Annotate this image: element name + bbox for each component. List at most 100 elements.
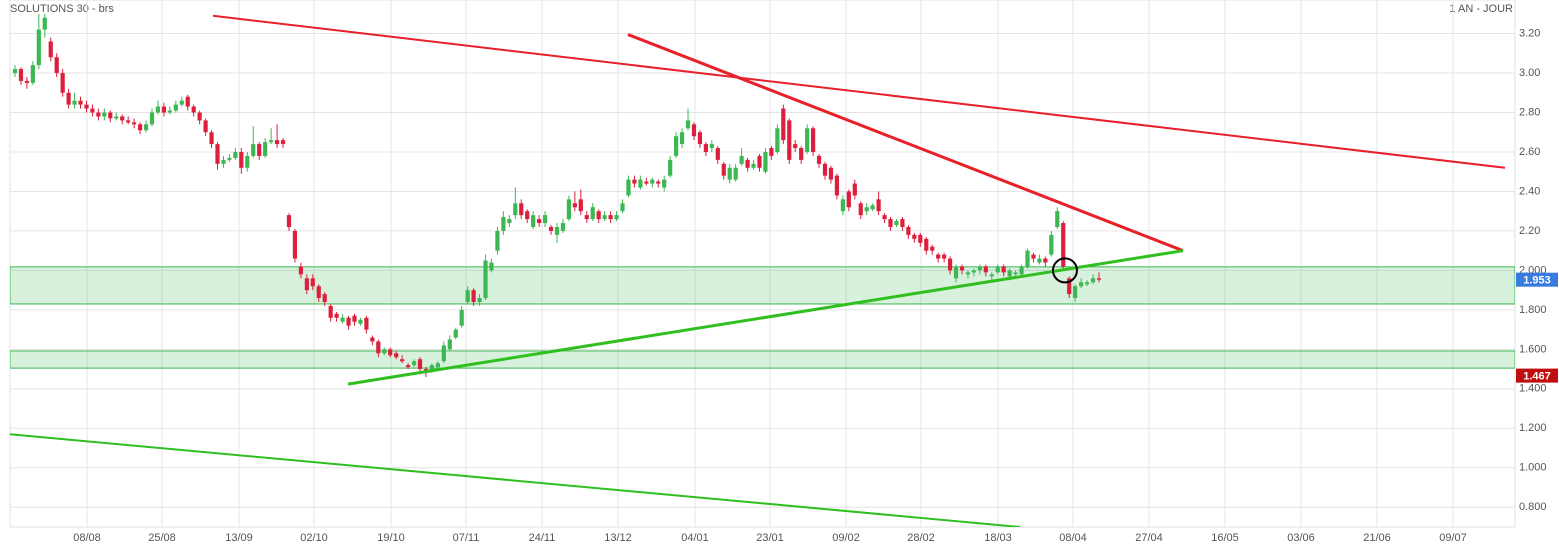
candle-body [560,223,566,231]
candle-body [554,226,560,235]
support-zone [10,266,1515,305]
candle-body [977,266,982,271]
candle-body [578,199,583,212]
candle-body [417,359,423,370]
candle-body [54,57,59,74]
price-tag [1516,368,1558,383]
candle-body [608,215,613,220]
candle-body [1079,282,1084,287]
candle-body [644,181,649,184]
candle-body [155,106,161,113]
plot-area [10,0,1515,527]
candle-body [959,266,965,271]
candle-body [447,339,452,350]
x-tick-label: 13/09 [225,532,253,544]
candle-body [733,167,738,180]
price-tag-label: 1.953 [1523,275,1551,287]
x-tick-label: 24/11 [529,532,556,544]
candle-body [638,179,643,188]
candle-body [626,179,631,196]
candle-body [650,179,655,184]
candle-body [757,155,762,168]
candle-body [721,163,726,176]
candle-body [995,266,1000,273]
y-tick-label: 1.400 [1519,383,1547,395]
candle-body [42,17,47,30]
candle-body [221,159,226,164]
candle-body [852,183,857,196]
candle-body [513,203,518,216]
candle-body [143,124,149,131]
x-tick-label: 28/02 [907,532,935,544]
candle-body [525,211,530,220]
candle-body [358,319,363,324]
candle-body [989,274,994,277]
candle-body [620,203,625,212]
candle-body [703,144,708,152]
candle-body [775,128,780,152]
candle-body [340,317,345,322]
candle-body [584,215,589,220]
candle-body [691,124,697,137]
plot-frame [9,0,1516,528]
candle-body [292,230,298,259]
y-tick-label: 1.600 [1519,343,1547,355]
candle-body [388,349,393,356]
candle-body [537,219,542,224]
chart-subtitle: 1 AN - JOUR [1449,3,1513,15]
candle-body [1037,258,1042,263]
candle-body [858,203,863,216]
candle-body [1096,278,1102,280]
candle-body [787,120,792,160]
x-tick-label: 13/12 [604,532,632,544]
candle-body [310,278,315,287]
candle-body [566,199,572,220]
x-tick-label: 02/10 [300,532,328,544]
candle-body [215,144,220,164]
candle-body [298,266,303,275]
candle-body [947,258,953,271]
candle-body [322,294,327,302]
candle-body [370,337,375,342]
candle-body [1007,270,1012,277]
candle-body [882,215,887,220]
candle-body [953,266,959,279]
support-zone [10,350,1515,369]
x-tick-label: 07/11 [453,532,480,544]
candle-body [763,151,768,172]
candle-body [983,266,988,273]
trend-line [10,433,1021,527]
candle-body [24,80,30,83]
candle-body [90,108,95,113]
candle-body [864,207,869,212]
candle-body [870,205,875,210]
x-tick-label: 08/08 [73,532,101,544]
candle-body [66,92,71,105]
candle-body [1067,278,1072,295]
candle-body [846,191,851,208]
candle-body [352,315,357,322]
candle-body [1049,234,1054,255]
candle-body [828,167,834,180]
candle-body [167,110,172,113]
candle-body [930,246,935,251]
price-tag [1516,272,1558,287]
candle-body [572,203,577,208]
candle-body [36,29,41,66]
y-tick-label: 2.60 [1519,146,1540,158]
candle-body [185,96,190,107]
candle-body [1013,272,1018,275]
candle-body [495,230,500,251]
candle-body [453,329,458,338]
trend-line [212,14,1506,169]
candle-body [1073,286,1078,299]
candle-body [191,106,196,113]
candle-body [203,120,208,133]
candle-body [1090,278,1096,283]
y-tick-label: 2.40 [1519,185,1540,197]
candle-body [304,278,309,291]
candle-body [507,219,512,224]
candle-body [912,234,917,239]
candle-body [1031,254,1036,259]
